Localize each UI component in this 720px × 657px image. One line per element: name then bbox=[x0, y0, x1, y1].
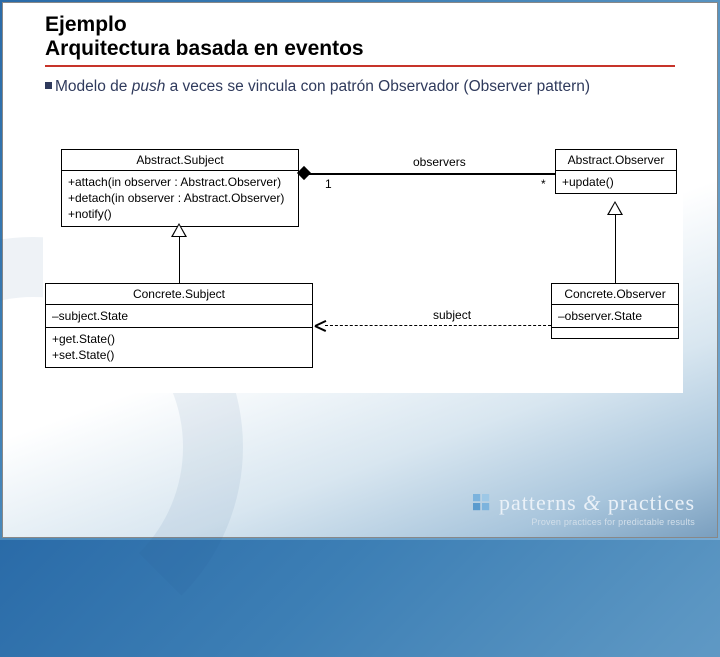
uml-diagram: Abstract.Subject +attach(in observer : A… bbox=[43, 143, 683, 393]
class-attrs: –observer.State bbox=[552, 305, 678, 328]
title-line-1: Ejemplo bbox=[45, 13, 675, 37]
brand-amp: & bbox=[583, 490, 601, 515]
class-title: Concrete.Observer bbox=[552, 284, 678, 305]
assoc-label-observers: observers bbox=[413, 155, 466, 169]
bullet-text: Modelo de push a veces se vincula con pa… bbox=[45, 77, 675, 98]
class-title: Abstract.Subject bbox=[62, 150, 298, 171]
brand-text: patterns & practices bbox=[499, 490, 695, 516]
mult-right: * bbox=[541, 177, 546, 191]
bullet-em: push bbox=[132, 78, 166, 95]
class-title: Concrete.Subject bbox=[46, 284, 312, 305]
brand: patterns & practices bbox=[473, 490, 695, 516]
inheritance-arrow-icon bbox=[607, 201, 623, 215]
title-rule bbox=[45, 65, 675, 67]
title-line-2: Arquitectura basada en eventos bbox=[45, 37, 675, 61]
class-attrs: –subject.State bbox=[46, 305, 312, 328]
attr: –observer.State bbox=[558, 308, 672, 324]
dependency-subject-line bbox=[325, 325, 551, 326]
brand-logo-icon bbox=[473, 494, 491, 512]
op: +update() bbox=[562, 174, 670, 190]
inheritance-line bbox=[615, 215, 617, 283]
brand-word: practices bbox=[608, 490, 695, 515]
tagline: Proven practices for predictable results bbox=[473, 517, 695, 527]
op: +get.State() bbox=[52, 331, 306, 347]
class-abstract-observer: Abstract.Observer +update() bbox=[555, 149, 677, 194]
inheritance-arrow-icon bbox=[171, 223, 187, 237]
footer: patterns & practices Proven practices fo… bbox=[473, 490, 695, 527]
bullet-icon bbox=[45, 82, 52, 89]
class-concrete-subject: Concrete.Subject –subject.State +get.Sta… bbox=[45, 283, 313, 368]
brand-word: patterns bbox=[499, 490, 577, 515]
bullet-pre: Modelo de bbox=[55, 78, 132, 95]
slide-header: Ejemplo Arquitectura basada en eventos M… bbox=[45, 13, 675, 98]
attr: –subject.State bbox=[52, 308, 306, 324]
class-ops: +update() bbox=[556, 171, 676, 193]
mult-left: 1 bbox=[325, 177, 332, 191]
op: +notify() bbox=[68, 206, 292, 222]
op: +set.State() bbox=[52, 347, 306, 363]
bullet-post: a veces se vincula con patrón Observador… bbox=[165, 78, 590, 95]
assoc-observers-line bbox=[303, 173, 555, 175]
class-ops-empty bbox=[552, 328, 678, 338]
op: +attach(in observer : Abstract.Observer) bbox=[68, 174, 292, 190]
dependency-label-subject: subject bbox=[433, 308, 471, 322]
class-title: Abstract.Observer bbox=[556, 150, 676, 171]
class-abstract-subject: Abstract.Subject +attach(in observer : A… bbox=[61, 149, 299, 227]
class-concrete-observer: Concrete.Observer –observer.State bbox=[551, 283, 679, 339]
op: +detach(in observer : Abstract.Observer) bbox=[68, 190, 292, 206]
class-ops: +attach(in observer : Abstract.Observer)… bbox=[62, 171, 298, 226]
inheritance-line bbox=[179, 237, 181, 283]
aggregation-diamond-icon bbox=[297, 166, 311, 180]
class-ops: +get.State() +set.State() bbox=[46, 328, 312, 366]
